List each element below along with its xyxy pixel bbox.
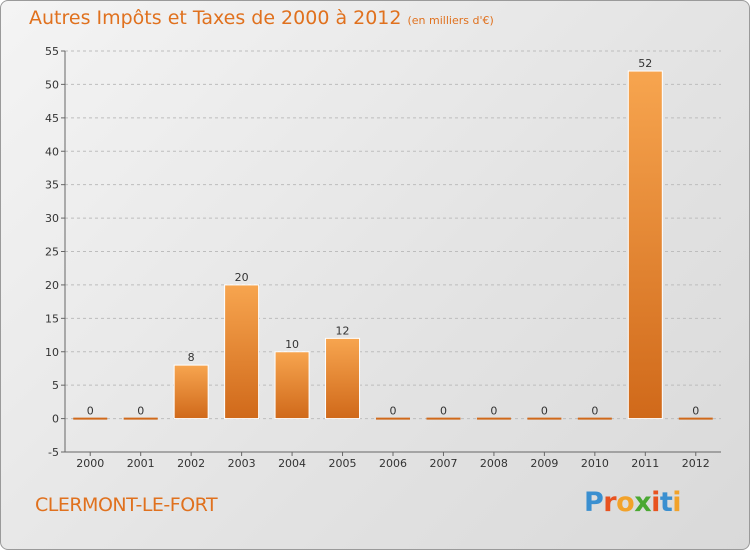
chart-title-text: Autres Impôts et Taxes de 2000 à 2012 xyxy=(29,7,402,29)
bar-data-label: 0 xyxy=(137,405,144,418)
bar-data-label: 0 xyxy=(87,405,94,418)
bar-layer xyxy=(73,70,713,420)
label-layer: 0 0 8 20 10 12 0 0 0 0 0 52 0 xyxy=(87,57,700,418)
x-tick-label: 2004 xyxy=(278,457,306,470)
x-tick-label: 2011 xyxy=(631,457,659,470)
bar-data-label: 0 xyxy=(591,405,598,418)
x-tick-label: 2005 xyxy=(329,457,357,470)
y-tick-label: 20 xyxy=(45,279,59,292)
y-tick-label: 40 xyxy=(45,145,59,158)
bar-data-label: 0 xyxy=(541,405,548,418)
x-tick-label: 2010 xyxy=(581,457,609,470)
y-tick-label: 55 xyxy=(45,45,59,58)
logo-letter: r xyxy=(603,487,617,518)
bar-data-label: 0 xyxy=(490,405,497,418)
x-tick-label: 2003 xyxy=(228,457,256,470)
bar-data-label: 0 xyxy=(390,405,397,418)
logo-letter: i xyxy=(672,487,682,518)
bar-data-label: 0 xyxy=(440,405,447,418)
bar[interactable] xyxy=(274,351,310,420)
y-tick-label: -5 xyxy=(48,446,59,459)
x-tick-label: 2001 xyxy=(127,457,155,470)
x-tick-label: 2009 xyxy=(530,457,558,470)
bar-data-label: 8 xyxy=(188,351,195,364)
y-tick-label: 15 xyxy=(45,312,59,325)
y-tick-label: 25 xyxy=(45,246,59,259)
y-tick-label: 50 xyxy=(45,78,59,91)
bar[interactable] xyxy=(173,364,209,420)
y-tick-label: 35 xyxy=(45,179,59,192)
x-tick-label: 2008 xyxy=(480,457,508,470)
y-tick-label: 0 xyxy=(52,413,59,426)
y-tick-label: 30 xyxy=(45,212,59,225)
logo-letter: x xyxy=(634,487,652,518)
bar-data-label: 0 xyxy=(692,405,699,418)
logo-letter: t xyxy=(659,487,673,518)
logo-letter: P xyxy=(584,487,604,518)
x-tick-label: 2002 xyxy=(177,457,205,470)
chart-title: Autres Impôts et Taxes de 2000 à 2012 (en… xyxy=(29,7,494,29)
commune-name: CLERMONT-LE-FORT xyxy=(35,494,218,516)
bar-data-label: 20 xyxy=(235,271,249,284)
x-tick-label: 2000 xyxy=(76,457,104,470)
chart-title-unit: (en milliers d'€) xyxy=(407,14,494,27)
y-tick-label: 10 xyxy=(45,346,59,359)
x-tick-label: 2006 xyxy=(379,457,407,470)
proxiti-logo[interactable]: Proxiti xyxy=(584,487,682,518)
bar[interactable] xyxy=(627,70,663,420)
bar-data-label: 12 xyxy=(336,324,350,337)
y-tick-label: 5 xyxy=(52,379,59,392)
x-tick-label: 2007 xyxy=(429,457,457,470)
bar-data-label: 10 xyxy=(285,338,299,351)
bar-data-label: 52 xyxy=(638,57,652,70)
x-tick-label: 2012 xyxy=(682,457,710,470)
grid-layer xyxy=(65,50,721,453)
bar[interactable] xyxy=(325,337,361,420)
logo-letter: o xyxy=(616,487,635,518)
bar[interactable] xyxy=(224,284,260,420)
logo-letter: i xyxy=(651,487,660,518)
y-tick-label: 45 xyxy=(45,112,59,125)
